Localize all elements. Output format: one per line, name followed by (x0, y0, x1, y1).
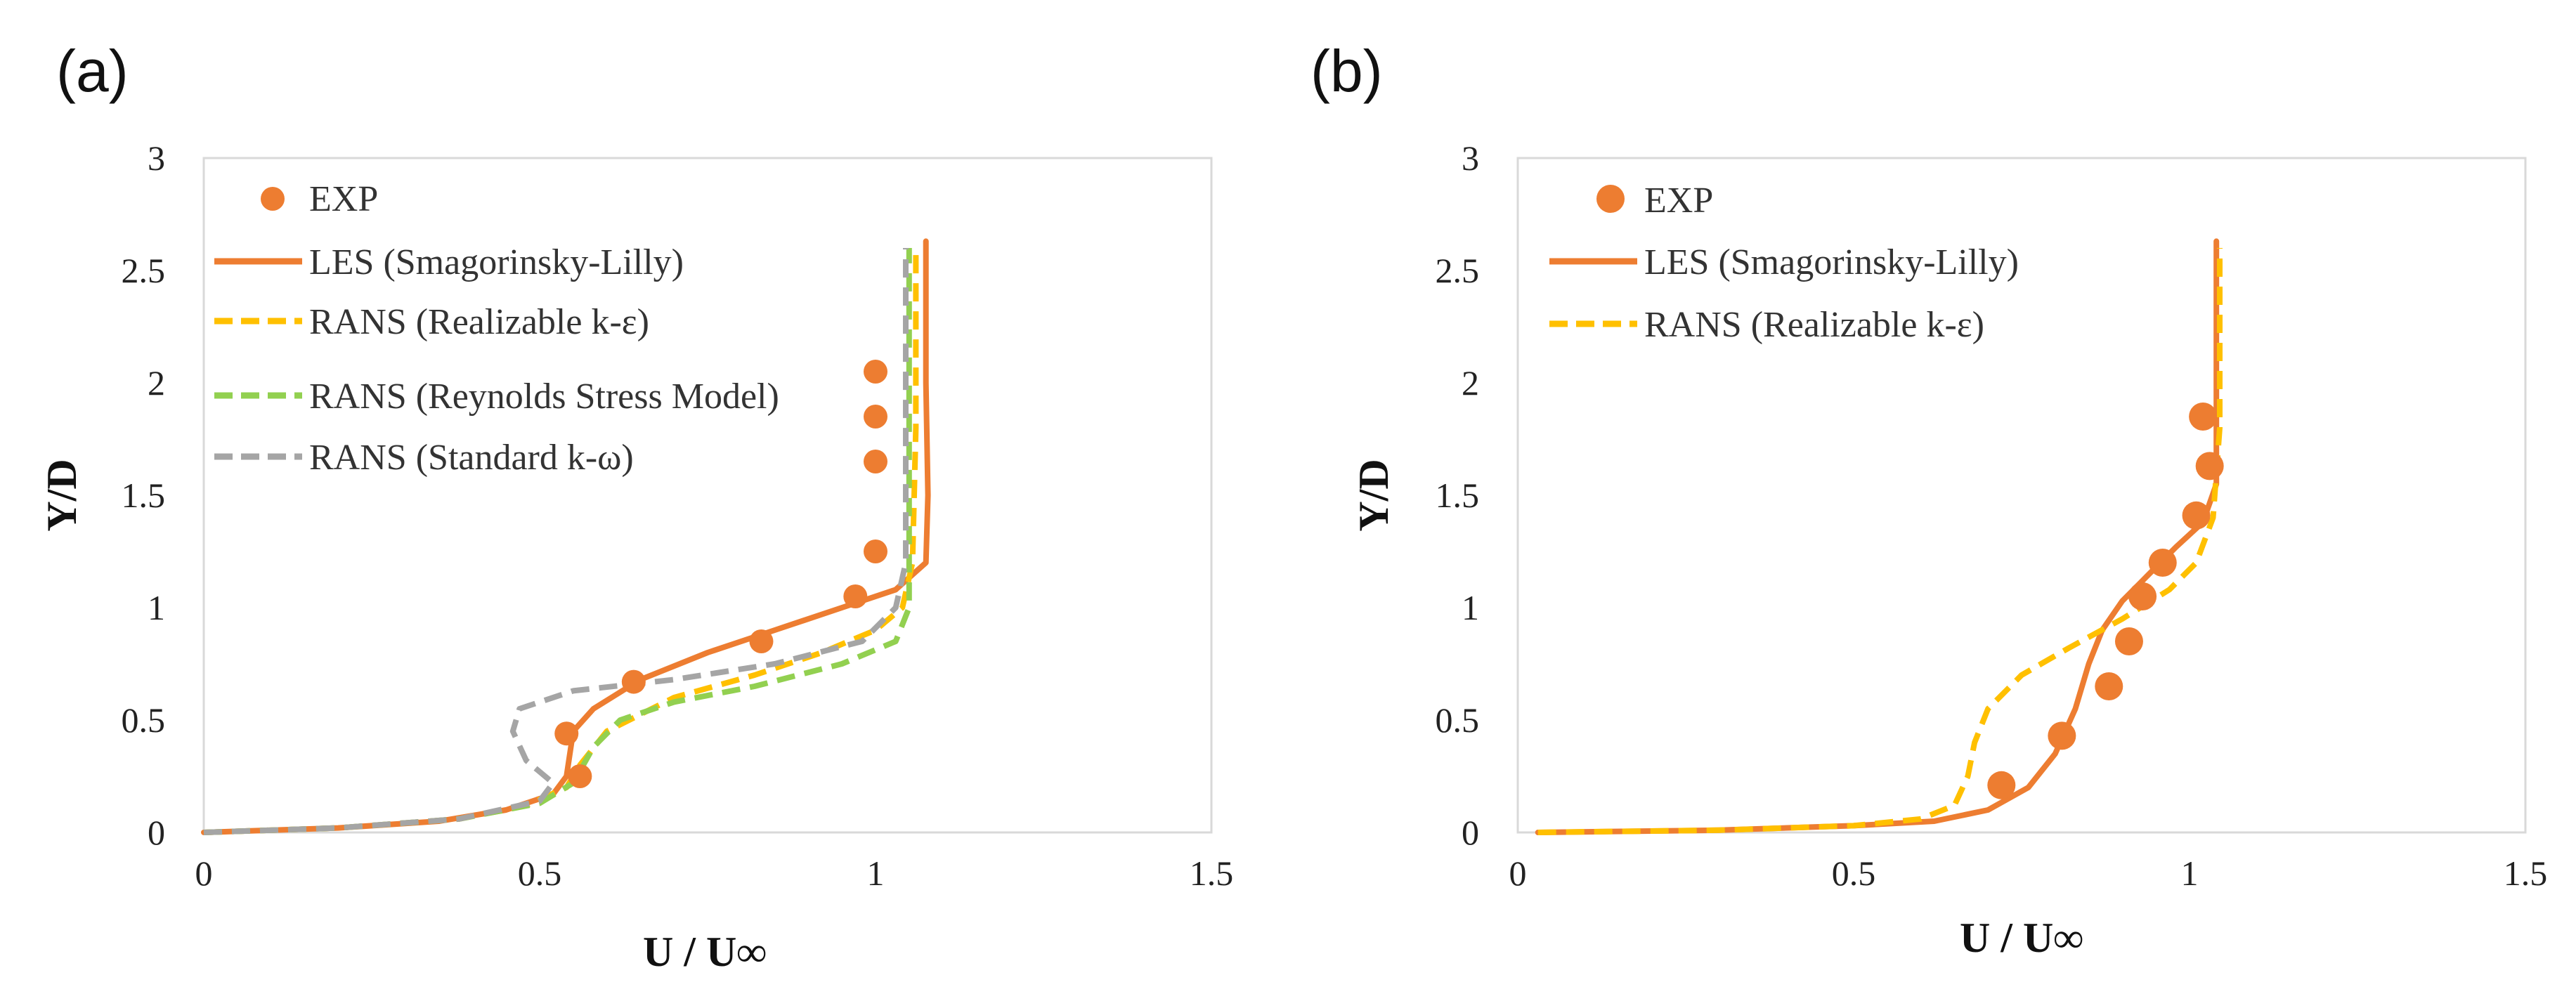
y-tick-label: 0 (148, 813, 165, 852)
series-line-rans-realizable-k (203, 248, 919, 835)
y-tick-label: 3 (1462, 138, 1479, 178)
panel-a-x-axis-title: U / U∞ (643, 929, 767, 975)
y-tick-label: 1.5 (1436, 476, 1480, 515)
exp-point (554, 721, 579, 746)
x-tick-label: 0 (195, 854, 213, 893)
x-tick-label: 0 (1509, 854, 1527, 893)
panel-b-axes: 0 0.5 1 1.5 0 0.5 1 1.5 2 2.5 3 (1436, 138, 2548, 893)
exp-point (749, 629, 774, 653)
exp-point (864, 450, 887, 473)
legend-exp-marker (1596, 185, 1625, 213)
series-line-rans-realizable-k (1537, 248, 2223, 835)
exp-point (843, 584, 868, 608)
x-tick-label: 0.5 (518, 854, 562, 893)
panel-a-plot-area (202, 157, 1213, 834)
legend-exp-label: EXP (309, 179, 378, 219)
x-tick-label: 1.5 (1190, 854, 1234, 893)
panel-a-axes: 0 0.5 1 1.5 0 0.5 1 1.5 2 2.5 3 (122, 138, 1234, 893)
exp-point (2128, 582, 2157, 610)
x-tick-label: 1 (867, 854, 885, 893)
y-tick-label: 1 (1462, 588, 1479, 627)
legend-realizable-label: RANS (Realizable k-ε) (309, 302, 649, 342)
x-tick-label: 1.5 (2504, 854, 2548, 893)
panel-b-label: (b) (1310, 38, 1383, 104)
exp-point (864, 405, 887, 429)
panel-b-plot-area (1516, 157, 2527, 834)
panel-a-series (201, 238, 931, 835)
panel-a-label: (a) (56, 38, 129, 104)
legend-exp-label: EXP (1644, 181, 1713, 221)
y-tick-label: 2.5 (1436, 251, 1480, 290)
y-tick-label: 2 (1462, 363, 1479, 403)
y-tick-label: 1.5 (122, 476, 166, 515)
y-tick-label: 0.5 (1436, 700, 1480, 740)
x-tick-label: 0.5 (1832, 854, 1876, 893)
exp-point (864, 360, 887, 384)
legend-realizable-label: RANS (Realizable k-ε) (1644, 305, 1984, 345)
y-tick-label: 1 (148, 588, 165, 627)
legend-exp-marker (261, 187, 285, 211)
panel-b-exp-points (1987, 403, 2224, 799)
exp-point (2189, 403, 2218, 431)
panel-b-legend: EXP LES (Smagorinsky-Lilly) RANS (Realiz… (1549, 181, 2019, 345)
x-tick-label: 1 (2181, 854, 2199, 893)
exp-point (864, 539, 887, 563)
panel-a-y-axis-title: Y/D (39, 459, 85, 531)
exp-point (2095, 672, 2123, 700)
exp-point (2182, 501, 2211, 530)
legend-les-label: LES (Smagorinsky-Lilly) (1644, 242, 2019, 282)
y-tick-label: 2.5 (122, 251, 166, 290)
exp-point (2148, 549, 2177, 577)
y-tick-label: 0.5 (122, 700, 166, 740)
y-tick-label: 0 (1462, 813, 1479, 852)
series-line-rans-standard-k (203, 248, 909, 835)
exp-point (2114, 627, 2143, 655)
panel-a: (a) 0 0.5 1 1.5 0 0.5 1 1.5 2 2.5 3 U / U∞ Y/D EXP… (39, 38, 1233, 975)
panel-a-exp-points (554, 360, 887, 788)
exp-point (1987, 771, 2016, 799)
legend-rsm-label: RANS (Reynolds Stress Model) (309, 377, 779, 417)
exp-point (2195, 452, 2224, 480)
legend-kw-label: RANS (Standard k-ω) (309, 438, 634, 478)
panel-b-x-axis-title: U / U∞ (1960, 915, 2083, 961)
y-tick-label: 2 (148, 363, 165, 403)
legend-les-label: LES (Smagorinsky-Lilly) (309, 242, 684, 282)
y-tick-label: 3 (148, 138, 165, 178)
panel-b-y-axis-title: Y/D (1351, 459, 1397, 531)
exp-point (2048, 721, 2076, 750)
panel-b: (b) 0 0.5 1 1.5 0 0.5 1 1.5 2 2.5 3 U / U∞ Y/D EXP… (1310, 38, 2547, 961)
exp-point (621, 669, 646, 694)
exp-point (568, 764, 592, 788)
panel-a-legend: EXP LES (Smagorinsky-Lilly) RANS (Realiz… (214, 179, 779, 478)
